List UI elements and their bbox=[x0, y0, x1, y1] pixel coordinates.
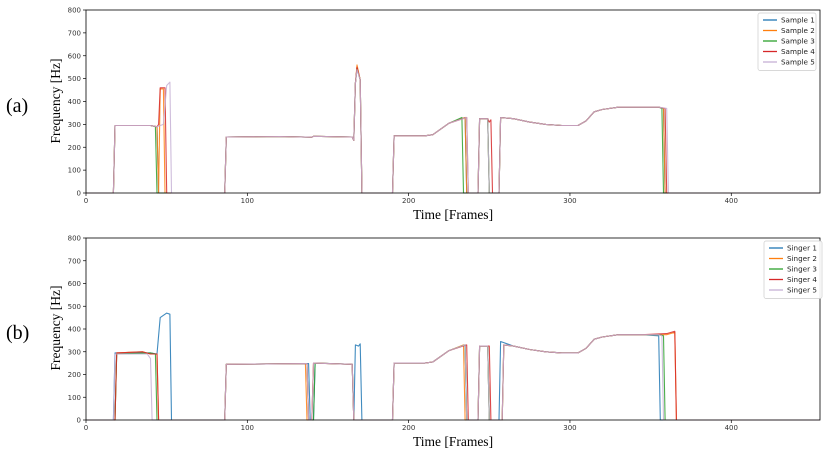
series-line-1 bbox=[86, 312, 820, 421]
legend-label: Singer 5 bbox=[787, 286, 817, 295]
legend-box bbox=[757, 12, 817, 71]
legend-label: Sample 3 bbox=[781, 37, 815, 46]
y-tick-label: 300 bbox=[68, 121, 81, 129]
legend-label: Singer 4 bbox=[787, 275, 817, 284]
x-tick-label: 200 bbox=[402, 424, 415, 432]
x-tick-label: 300 bbox=[563, 424, 576, 432]
y-tick-label: 300 bbox=[68, 348, 81, 356]
y-tick-label: 800 bbox=[68, 235, 81, 243]
y-tick-label: 100 bbox=[68, 394, 81, 402]
y-tick-label: 400 bbox=[68, 326, 81, 334]
series-line-4 bbox=[86, 66, 820, 194]
series-line-3 bbox=[86, 67, 820, 194]
x-tick-label: 0 bbox=[84, 424, 88, 432]
x-tick-label: 100 bbox=[241, 424, 254, 432]
series-line-5 bbox=[86, 334, 820, 421]
y-tick-label: 0 bbox=[77, 417, 81, 425]
y-axis-title-a: Frequency [Hz] bbox=[48, 58, 63, 143]
y-tick-label: 500 bbox=[68, 303, 81, 311]
y-tick-label: 500 bbox=[68, 75, 81, 83]
legend-label: Singer 1 bbox=[787, 244, 817, 253]
y-tick-label: 600 bbox=[68, 52, 81, 60]
y-tick-label: 100 bbox=[68, 167, 81, 175]
plot-area-b: 0 100 200 300 400 0 100 200 300 400 500 600 700 800 Si… bbox=[68, 235, 823, 432]
x-tick-label: 100 bbox=[241, 197, 254, 205]
legend-box bbox=[763, 240, 823, 299]
x-tick-label: 400 bbox=[725, 197, 738, 205]
series-line-5 bbox=[86, 68, 820, 194]
y-tick-label: 0 bbox=[77, 190, 81, 198]
x-tick-label: 0 bbox=[84, 197, 88, 205]
y-axis-title-b: Frequency [Hz] bbox=[48, 285, 63, 370]
x-axis-title-b: Time [Frames] bbox=[413, 434, 493, 449]
y-tick-label: 700 bbox=[68, 29, 81, 37]
panel-b: (b) Frequency [Hz] Time [Frames] 0 100 200… bbox=[6, 235, 823, 449]
legend-label: Sample 5 bbox=[781, 58, 815, 67]
x-axis-title-a: Time [Frames] bbox=[413, 207, 493, 222]
x-tick-label: 400 bbox=[725, 424, 738, 432]
y-tick-label: 200 bbox=[68, 144, 81, 152]
y-tick-label: 700 bbox=[68, 257, 81, 265]
y-tick-label: 800 bbox=[68, 7, 81, 15]
x-tick-label: 300 bbox=[563, 197, 576, 205]
x-tick-label: 200 bbox=[402, 197, 415, 205]
series-line-2 bbox=[86, 64, 820, 194]
panel-a: (a) Frequency [Hz] Time [Frames] 0 100 200… bbox=[6, 7, 821, 222]
axes-frame bbox=[85, 237, 821, 421]
legend-label: Singer 2 bbox=[787, 254, 817, 263]
y-tick-label: 200 bbox=[68, 371, 81, 379]
legend-label: Singer 3 bbox=[787, 265, 817, 274]
series-line-4 bbox=[86, 330, 820, 421]
legend-label: Sample 1 bbox=[781, 16, 815, 25]
series-line-1 bbox=[86, 67, 820, 194]
panel-label-b: (b) bbox=[6, 322, 29, 344]
series-line-2 bbox=[86, 331, 820, 421]
legend-label: Sample 4 bbox=[781, 47, 815, 56]
panel-label-a: (a) bbox=[6, 95, 28, 117]
y-tick-label: 400 bbox=[68, 98, 81, 106]
axes-frame bbox=[85, 9, 821, 194]
plot-area-a: 0 100 200 300 400 0 100 200 300 400 500 600 700 800 Sa… bbox=[68, 7, 821, 205]
series-line-3 bbox=[86, 334, 820, 421]
legend-label: Sample 2 bbox=[781, 26, 815, 35]
y-tick-label: 600 bbox=[68, 280, 81, 288]
